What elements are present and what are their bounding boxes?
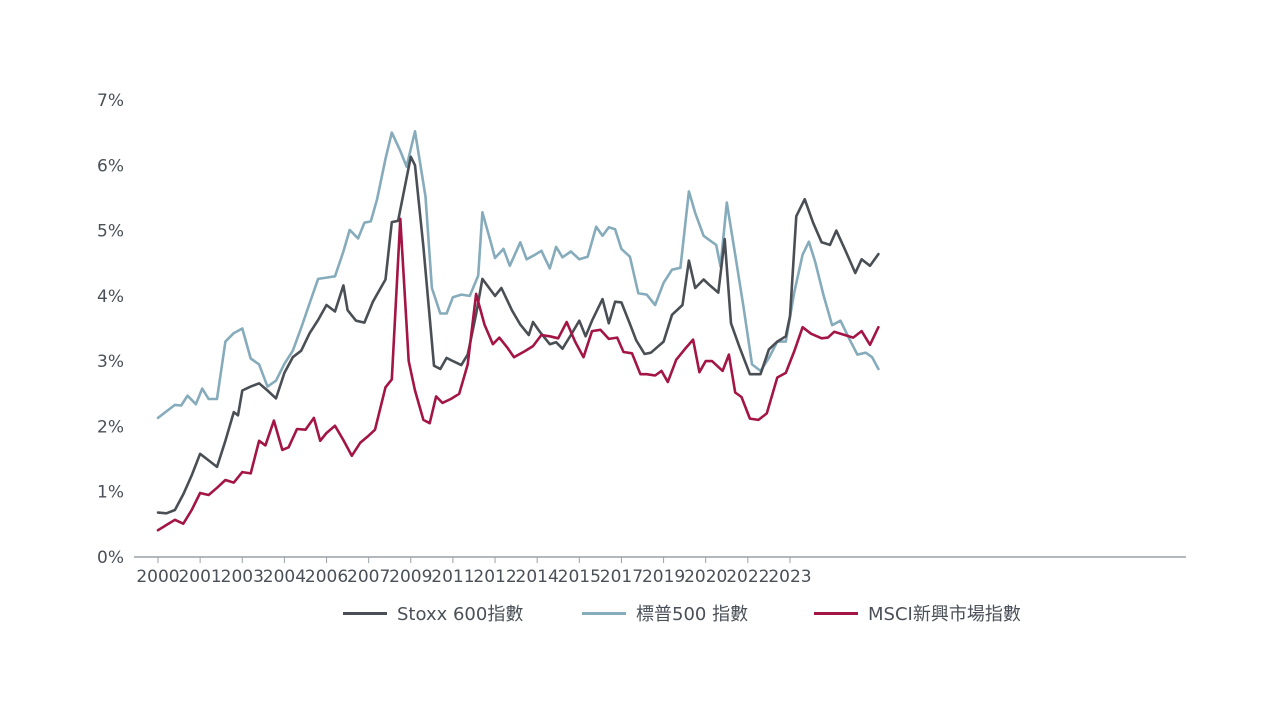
x-tick-label: 2000 [136, 567, 179, 587]
x-tick-label: 2003 [221, 567, 264, 587]
x-tick-label: 2020 [684, 567, 727, 587]
y-tick-label: 1% [97, 483, 124, 503]
x-tick-label: 2009 [389, 567, 432, 587]
x-tick-label: 2017 [600, 567, 643, 587]
line-chart: 0%1%2%3%4%5%6%7% 20002001200320042006200… [97, 91, 1186, 587]
series-line-sp500 [156, 130, 880, 420]
y-tick-label: 7% [97, 91, 124, 111]
y-axis-ticks: 0% 1% 2% 3% 4% 5% 6% 7% [97, 91, 124, 568]
y-tick-label: 5% [97, 222, 124, 242]
series-line-msci-em [156, 217, 880, 532]
y-tick-label: 3% [97, 352, 124, 372]
x-tick-label: 2012 [473, 567, 516, 587]
legend-item-sp500: 標普500 指數 [582, 598, 748, 628]
x-tick-label: 2019 [642, 567, 685, 587]
x-tick-label: 2022 [726, 567, 769, 587]
y-tick-label: 6% [97, 156, 124, 176]
x-tick-label: 2015 [558, 567, 601, 587]
y-tick-label: 0% [97, 548, 124, 568]
x-tick-label: 2011 [431, 567, 474, 587]
legend: Stoxx 600指數 標普500 指數 MSCI新興市場指數 [0, 598, 1280, 628]
legend-swatch-stoxx [343, 611, 387, 615]
legend-item-stoxx: Stoxx 600指數 [343, 598, 523, 628]
x-tick-label: 2006 [305, 567, 348, 587]
legend-label-stoxx: Stoxx 600指數 [397, 604, 524, 625]
x-tick-label: 2004 [263, 567, 306, 587]
series-lines [156, 130, 880, 532]
x-axis-ticks: 2000200120032004200620072009201120122014… [136, 557, 812, 587]
legend-swatch-sp500 [582, 611, 626, 615]
series-line-stoxx600 [156, 155, 880, 515]
legend-label-sp500: 標普500 指數 [636, 604, 749, 625]
x-tick-label: 2001 [178, 567, 221, 587]
legend-swatch-msci-em [814, 611, 858, 615]
x-tick-label: 2007 [347, 567, 390, 587]
legend-label-msci-em: MSCI新興市場指數 [868, 604, 1021, 625]
legend-item-msci-em: MSCI新興市場指數 [814, 598, 1021, 628]
x-tick-label: 2023 [768, 567, 811, 587]
x-tick-label: 2014 [516, 567, 559, 587]
y-tick-label: 2% [97, 417, 124, 437]
y-tick-label: 4% [97, 287, 124, 307]
